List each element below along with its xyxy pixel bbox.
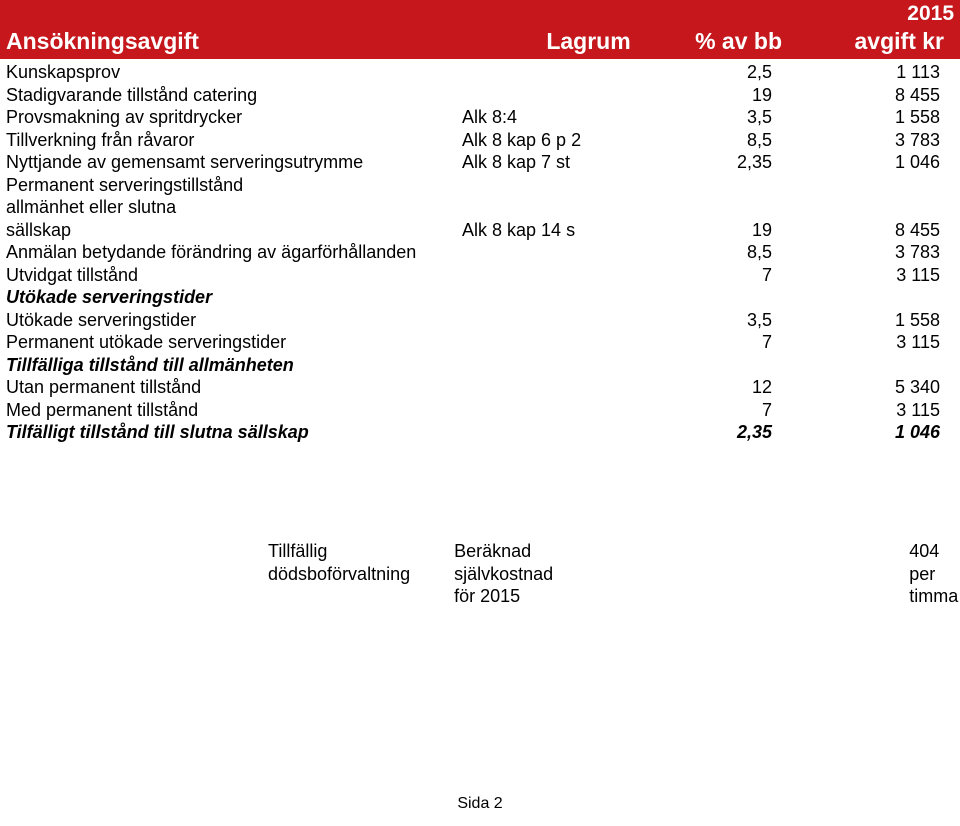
- row-fee: 8 455: [804, 84, 942, 107]
- header-col-fee: avgift kr: [806, 27, 946, 56]
- row-name: Utökade serveringstider: [6, 309, 462, 332]
- row-name: Kunskapsprov: [6, 61, 462, 84]
- table-row: Permanent utökade serveringstider 73 115: [6, 331, 954, 354]
- row-lagrum: Alk 8 kap 14 s: [462, 219, 636, 242]
- table-row: Utvidgat tillstånd 73 115: [6, 264, 954, 287]
- table-row: Kunskapsprov 2,51 113: [6, 61, 954, 84]
- row-fee: 1 046: [804, 151, 942, 174]
- row-fee: 5 340: [804, 376, 942, 399]
- table-row: Nyttjande av gemensamt serveringsutrymme…: [6, 151, 954, 174]
- row-name: Med permanent tillstånd: [6, 399, 462, 422]
- footer-label-left: Tillfällig dödsboförvaltning: [268, 540, 410, 608]
- row-name: Nyttjande av gemensamt serveringsutrymme: [6, 151, 462, 174]
- table-row: Utan permanent tillstånd 125 340: [6, 376, 954, 399]
- row-name: Permanent serveringstillstånd: [6, 174, 462, 197]
- row-fee: 3 115: [804, 399, 942, 422]
- footer-amount-value: 404: [909, 541, 939, 561]
- row-lagrum: Alk 8 kap 6 p 2: [462, 129, 636, 152]
- table-body: Kunskapsprov2,51 113Stadigvarande tillst…: [0, 59, 960, 444]
- row-fee: 1 113: [804, 61, 942, 84]
- row-pct: 19: [636, 84, 804, 107]
- footer-line: Tillfällig dödsboförvaltning Beräknad sj…: [268, 540, 960, 608]
- row-pct: 12: [636, 376, 804, 399]
- row-name: Tilfälligt tillstånd till slutna sällska…: [6, 421, 462, 444]
- row-fee: 3 115: [804, 331, 942, 354]
- table-row: Stadigvarande tillstånd catering 198 455: [6, 84, 954, 107]
- page-number: Sida 2: [457, 795, 502, 812]
- table-row: Tilfälligt tillstånd till slutna sällska…: [6, 421, 954, 444]
- row-fee: 3 115: [804, 264, 942, 287]
- header-columns-row: Ansökningsavgift Lagrum % av bb avgift k…: [6, 27, 954, 56]
- row-pct: 8,5: [636, 241, 804, 264]
- row-fee: 3 783: [804, 129, 942, 152]
- row-lagrum: Alk 8 kap 7 st: [462, 151, 636, 174]
- row-pct: 2,35: [636, 151, 804, 174]
- header-year: 2015: [907, 1, 954, 27]
- table-row: Tillfälliga tillstånd till allmänheten: [6, 354, 954, 377]
- row-name: Utökade serveringstider: [6, 286, 462, 309]
- header-col-lagrum: Lagrum: [506, 27, 671, 56]
- row-fee: 1 046: [804, 421, 942, 444]
- header-col-pct: % av bb: [671, 27, 806, 56]
- header-title: Ansökningsavgift: [6, 27, 506, 56]
- row-name: Provsmakning av spritdrycker: [6, 106, 462, 129]
- row-pct: 7: [636, 331, 804, 354]
- row-name: Tillfälliga tillstånd till allmänheten: [6, 354, 462, 377]
- row-pct: 3,5: [636, 106, 804, 129]
- row-pct: 19: [636, 219, 804, 242]
- row-fee: 3 783: [804, 241, 942, 264]
- page-footer: Sida 2: [0, 791, 960, 814]
- table-row: Provsmakning av spritdryckerAlk 8:43,51 …: [6, 106, 954, 129]
- footer-amount: 404 per timma: [909, 540, 960, 608]
- table-row: Permanent serveringstillstånd: [6, 174, 954, 197]
- footer-label-mid: Beräknad självkostnad för 2015: [454, 540, 565, 608]
- row-name: sällskap: [6, 219, 462, 242]
- row-name: Permanent utökade serveringstider: [6, 331, 462, 354]
- table-row: Anmälan betydande förändring av ägarförh…: [6, 241, 954, 264]
- table-row: Utökade serveringstider 3,51 558: [6, 309, 954, 332]
- header-year-row: 2015: [6, 1, 954, 27]
- row-name: allmänhet eller slutna: [6, 196, 462, 219]
- row-pct: 7: [636, 264, 804, 287]
- table-row: sällskapAlk 8 kap 14 s198 455: [6, 219, 954, 242]
- row-fee: 1 558: [804, 106, 942, 129]
- table-row: allmänhet eller slutna: [6, 196, 954, 219]
- row-name: Utvidgat tillstånd: [6, 264, 462, 287]
- table-row: Utökade serveringstider: [6, 286, 954, 309]
- row-name: Tillverkning från råvaror: [6, 129, 462, 152]
- table-row: Med permanent tillstånd 73 115: [6, 399, 954, 422]
- row-pct: 2,35: [636, 421, 804, 444]
- row-pct: 3,5: [636, 309, 804, 332]
- header-band: 2015 Ansökningsavgift Lagrum % av bb avg…: [0, 0, 960, 59]
- page: 2015 Ansökningsavgift Lagrum % av bb avg…: [0, 0, 960, 826]
- row-lagrum: Alk 8:4: [462, 106, 636, 129]
- footer-amount-unit: per timma: [909, 564, 958, 607]
- row-fee: 1 558: [804, 309, 942, 332]
- row-name: Utan permanent tillstånd: [6, 376, 462, 399]
- row-name: Stadigvarande tillstånd catering: [6, 84, 462, 107]
- row-pct: 8,5: [636, 129, 804, 152]
- table-row: Tillverkning från råvarorAlk 8 kap 6 p 2…: [6, 129, 954, 152]
- row-pct: 2,5: [636, 61, 804, 84]
- row-name: Anmälan betydande förändring av ägarförh…: [6, 241, 462, 264]
- row-pct: 7: [636, 399, 804, 422]
- row-fee: 8 455: [804, 219, 942, 242]
